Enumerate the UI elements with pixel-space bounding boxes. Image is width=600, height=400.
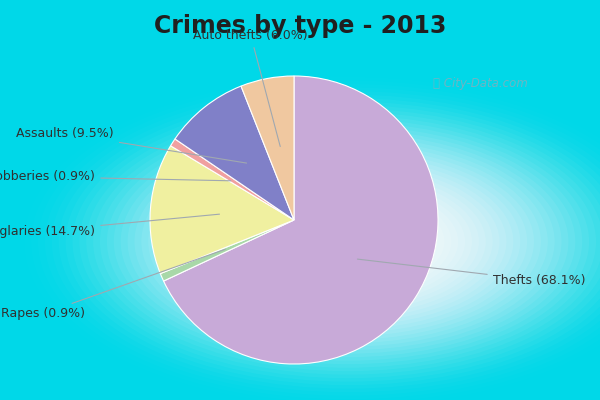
Wedge shape (160, 220, 294, 281)
Ellipse shape (155, 144, 541, 340)
Ellipse shape (320, 228, 376, 256)
Wedge shape (170, 139, 294, 220)
Ellipse shape (196, 164, 500, 319)
Text: Assaults (9.5%): Assaults (9.5%) (16, 127, 247, 163)
Ellipse shape (128, 130, 568, 354)
Ellipse shape (182, 158, 514, 326)
Ellipse shape (169, 150, 527, 333)
Ellipse shape (190, 161, 506, 322)
Ellipse shape (334, 234, 362, 249)
Text: ⓘ City-Data.com: ⓘ City-Data.com (433, 78, 528, 90)
Ellipse shape (238, 186, 458, 298)
Ellipse shape (341, 238, 355, 245)
Text: Robberies (0.9%): Robberies (0.9%) (0, 170, 231, 183)
Text: Crimes by type - 2013: Crimes by type - 2013 (154, 14, 446, 38)
Ellipse shape (176, 154, 520, 329)
Ellipse shape (148, 140, 548, 343)
Ellipse shape (121, 126, 575, 357)
Text: Thefts (68.1%): Thefts (68.1%) (358, 259, 585, 287)
Ellipse shape (217, 175, 479, 308)
Ellipse shape (279, 206, 417, 277)
Ellipse shape (231, 182, 465, 301)
Ellipse shape (100, 116, 596, 368)
Ellipse shape (114, 122, 582, 361)
Text: Auto thefts (6.0%): Auto thefts (6.0%) (193, 29, 308, 146)
Ellipse shape (107, 119, 589, 364)
Wedge shape (241, 76, 294, 220)
Ellipse shape (134, 133, 562, 350)
Ellipse shape (224, 178, 472, 305)
Ellipse shape (300, 217, 396, 266)
Ellipse shape (314, 224, 382, 259)
Ellipse shape (272, 203, 424, 280)
Ellipse shape (259, 196, 437, 287)
Text: Burglaries (14.7%): Burglaries (14.7%) (0, 214, 220, 238)
Ellipse shape (203, 168, 493, 315)
Ellipse shape (142, 136, 554, 347)
Text: Rapes (0.9%): Rapes (0.9%) (1, 249, 225, 320)
Ellipse shape (245, 189, 451, 294)
Ellipse shape (293, 214, 403, 270)
Wedge shape (175, 86, 294, 220)
Ellipse shape (307, 220, 389, 263)
Wedge shape (150, 146, 294, 274)
Ellipse shape (162, 147, 534, 336)
Ellipse shape (251, 192, 445, 291)
Ellipse shape (265, 200, 431, 284)
Ellipse shape (210, 172, 486, 312)
Wedge shape (164, 76, 438, 364)
Ellipse shape (328, 231, 368, 252)
Ellipse shape (286, 210, 410, 273)
